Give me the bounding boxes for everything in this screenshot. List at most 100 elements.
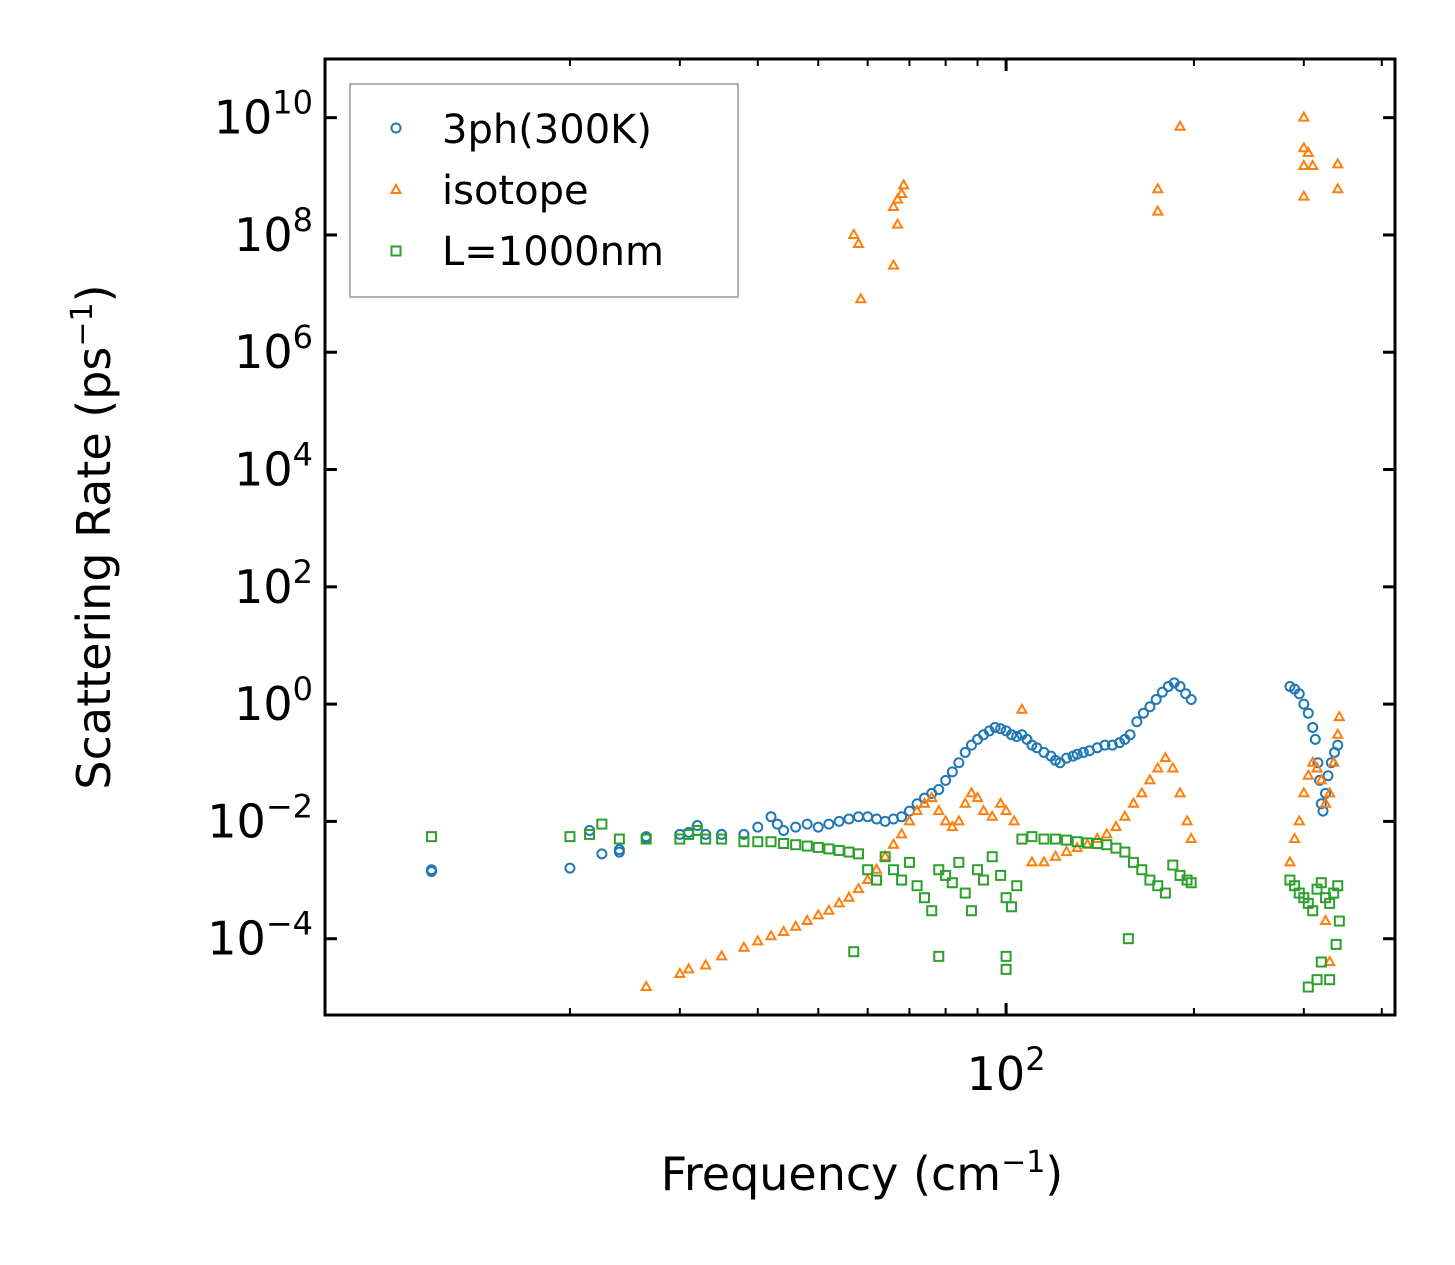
data-point <box>1180 688 1192 700</box>
data-point <box>1119 846 1131 858</box>
data-point <box>699 958 712 970</box>
data-point <box>1297 786 1311 798</box>
data-point <box>1332 739 1344 751</box>
data-point <box>897 178 910 190</box>
data-point <box>1077 746 1089 758</box>
data-point <box>1331 157 1344 169</box>
data-point <box>895 186 908 198</box>
data-point <box>879 851 891 863</box>
data-point <box>613 833 625 845</box>
data-point <box>1302 768 1315 780</box>
data-point <box>1306 755 1319 767</box>
data-point <box>812 841 824 853</box>
data-point <box>1127 796 1140 808</box>
data-point <box>871 813 883 825</box>
data-point <box>1135 786 1149 798</box>
y-tick-label: 1010 <box>214 84 313 145</box>
data-point <box>1185 877 1197 889</box>
data-point <box>891 217 904 229</box>
data-point <box>1011 880 1023 892</box>
data-point <box>870 862 883 874</box>
data-point <box>1319 914 1332 926</box>
data-point <box>564 862 576 874</box>
data-point <box>777 924 790 937</box>
data-point <box>1333 915 1345 927</box>
y-axis-title: Scattering Rate (ps−1) <box>65 284 121 789</box>
data-point <box>1110 842 1122 854</box>
data-point <box>1332 880 1344 892</box>
data-point <box>1144 874 1156 886</box>
data-point <box>789 919 802 931</box>
series-isotope <box>639 110 1346 992</box>
data-point <box>823 818 835 830</box>
series-L=1000nm <box>426 818 1345 993</box>
legend: 3ph(300K) isotope L=1000nm <box>349 83 739 298</box>
data-point <box>1319 796 1332 808</box>
data-point <box>1144 701 1156 713</box>
data-point <box>878 849 892 861</box>
data-point <box>1298 698 1310 710</box>
data-point <box>564 831 576 843</box>
data-point <box>895 827 908 839</box>
data-point <box>994 796 1007 808</box>
data-point <box>946 877 958 889</box>
data-point <box>1323 954 1336 967</box>
data-point <box>854 292 868 304</box>
data-point <box>778 824 790 836</box>
data-point <box>1297 158 1311 170</box>
y-tick-label: 10−2 <box>207 787 313 848</box>
data-point <box>737 940 751 952</box>
data-point <box>985 809 999 821</box>
data-point <box>848 946 860 958</box>
data-point <box>995 869 1007 881</box>
data-point <box>1174 680 1186 692</box>
data-point <box>989 721 1001 733</box>
data-point <box>1310 761 1324 773</box>
y-tick-label: 108 <box>234 201 313 262</box>
data-point <box>1109 820 1123 832</box>
data-point <box>1293 688 1305 700</box>
data-point <box>1101 839 1113 851</box>
data-point <box>1309 733 1321 745</box>
data-point <box>1060 845 1073 857</box>
data-point <box>751 934 764 946</box>
data-point <box>977 804 990 816</box>
data-point <box>1306 158 1319 170</box>
data-point <box>1118 809 1132 821</box>
data-point <box>1071 748 1083 760</box>
data-point <box>1315 798 1327 810</box>
data-point <box>833 815 845 827</box>
data-point <box>1100 827 1113 839</box>
data-point <box>896 811 908 823</box>
data-point <box>1297 189 1311 201</box>
data-point <box>1322 770 1334 782</box>
legend-marker-l1000nm <box>390 245 402 257</box>
data-point <box>1311 974 1323 986</box>
data-point <box>940 774 952 786</box>
data-point <box>1297 110 1311 122</box>
data-point <box>965 739 977 751</box>
data-point <box>1131 716 1143 728</box>
data-point <box>1312 757 1324 769</box>
data-point <box>1136 864 1148 876</box>
data-point <box>952 814 966 826</box>
data-point <box>1283 855 1297 867</box>
data-point <box>1330 938 1342 950</box>
data-point <box>1185 832 1198 844</box>
data-point <box>1315 956 1327 968</box>
data-point <box>1167 859 1179 871</box>
legend-label-l1000nm: L=1000nm <box>442 229 664 275</box>
data-point <box>986 851 998 863</box>
data-point <box>1324 974 1336 986</box>
data-point <box>842 890 856 902</box>
legend-label-isotope: isotope <box>442 168 589 214</box>
data-point <box>1061 834 1073 846</box>
data-point <box>833 844 845 856</box>
x-tick-label: 102 <box>967 1040 1046 1101</box>
plot-frame <box>323 57 1397 1017</box>
data-point <box>790 821 802 833</box>
data-point <box>903 856 915 868</box>
data-point <box>1049 849 1062 861</box>
data-point <box>887 837 900 849</box>
data-point <box>1173 119 1187 131</box>
